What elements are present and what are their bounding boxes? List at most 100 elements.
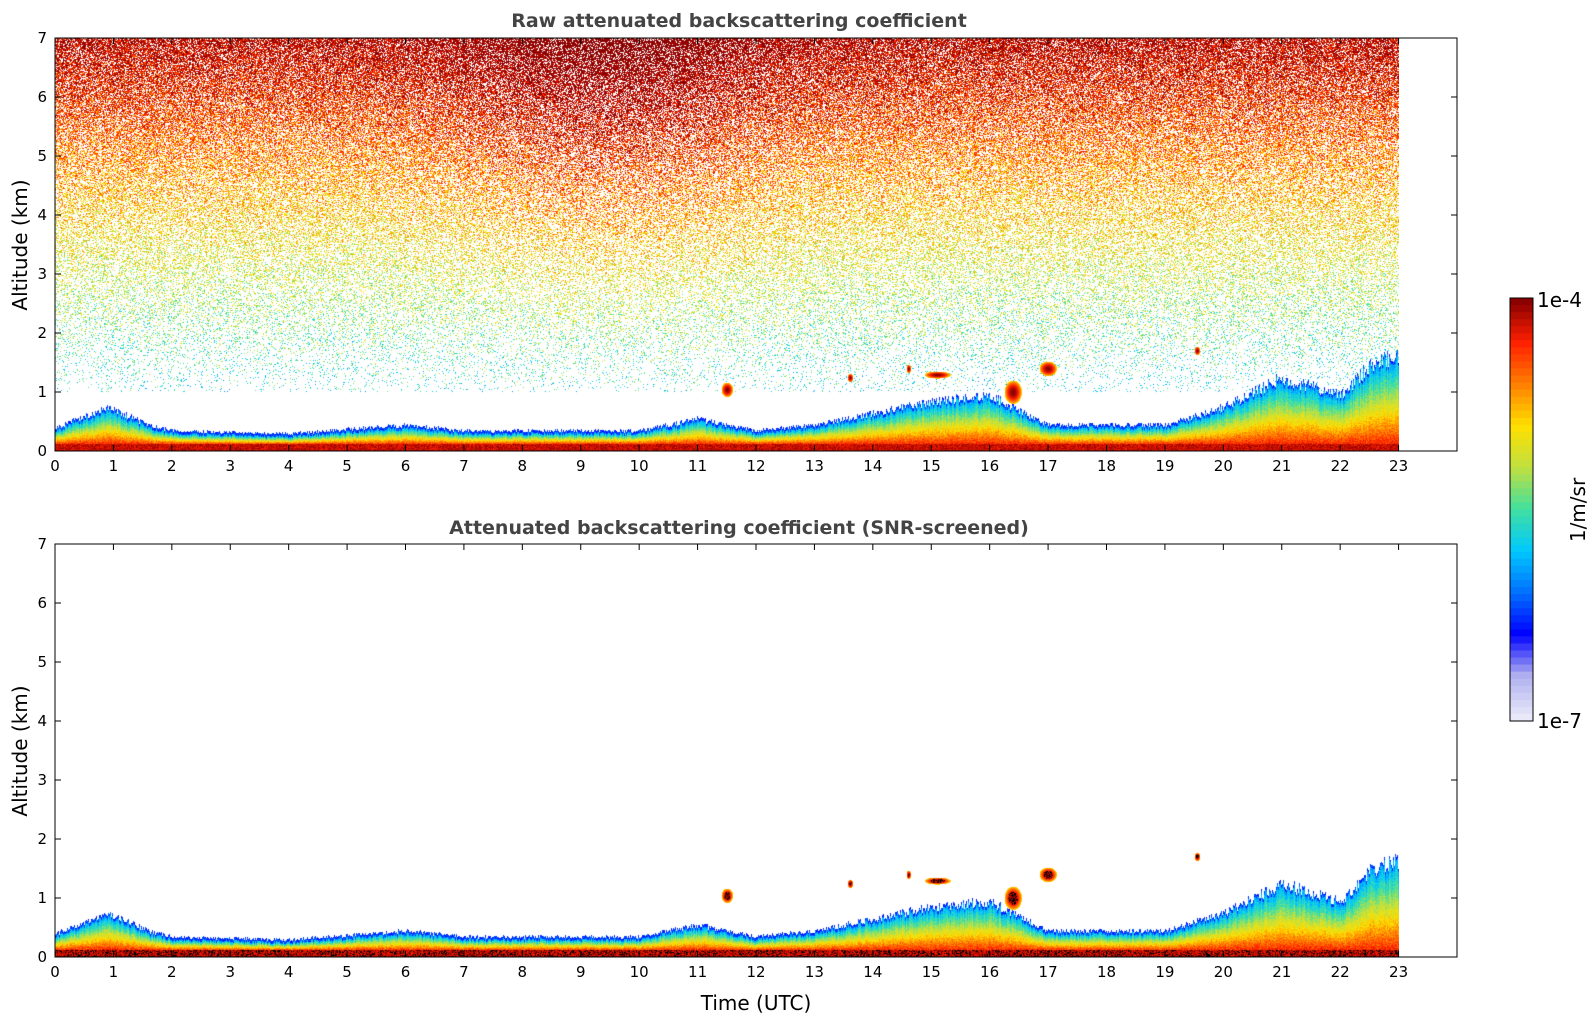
x-tick-label: 23 bbox=[1389, 457, 1408, 475]
x-tick-label: 22 bbox=[1331, 963, 1350, 981]
colorbar-cell bbox=[1510, 474, 1533, 482]
x-tick-label: 22 bbox=[1331, 457, 1350, 475]
x-tick-label: 3 bbox=[225, 963, 235, 981]
x-tick-label: 19 bbox=[1155, 457, 1174, 475]
colorbar-cell bbox=[1510, 396, 1533, 405]
x-axis-label: Time (UTC) bbox=[700, 991, 812, 1015]
x-tick-label: 2 bbox=[167, 457, 177, 475]
y-axis-ticks: 0 1 2 3 4 5 6 7 bbox=[37, 29, 1457, 460]
colorbar-cell bbox=[1510, 446, 1533, 454]
colorbar-cell bbox=[1510, 636, 1533, 645]
colorbar-cell bbox=[1510, 565, 1533, 574]
x-tick-label: 0 bbox=[50, 963, 60, 981]
x-tick-label: 9 bbox=[576, 457, 586, 475]
x-tick-label: 18 bbox=[1097, 457, 1116, 475]
colorbar-cell bbox=[1510, 382, 1533, 391]
colorbar-cell bbox=[1510, 305, 1533, 313]
colorbar-cell bbox=[1510, 544, 1533, 553]
colorbar-cell bbox=[1510, 608, 1533, 616]
colorbar-cell bbox=[1510, 439, 1533, 447]
colorbar-cell bbox=[1510, 298, 1533, 306]
colorbar-cell bbox=[1510, 558, 1533, 567]
x-tick-label: 7 bbox=[459, 963, 469, 981]
x-tick-label: 15 bbox=[922, 963, 941, 981]
colorbar-label: 1/m/sr bbox=[1566, 477, 1590, 542]
colorbar-cell bbox=[1510, 410, 1533, 419]
x-tick-label: 11 bbox=[688, 457, 707, 475]
x-tick-label: 9 bbox=[576, 963, 586, 981]
colorbar-cell bbox=[1510, 375, 1533, 384]
y-tick-label: 4 bbox=[37, 712, 47, 730]
x-tick-label: 6 bbox=[401, 457, 411, 475]
y-tick-label: 1 bbox=[37, 383, 47, 401]
y-tick-label: 7 bbox=[37, 29, 47, 47]
plot-area bbox=[55, 544, 1399, 957]
x-tick-label: 4 bbox=[284, 963, 294, 981]
colorbar-cell bbox=[1510, 368, 1533, 377]
colorbar-cell bbox=[1510, 389, 1533, 398]
y-tick-label: 0 bbox=[37, 948, 47, 966]
colorbar-cell bbox=[1510, 347, 1533, 355]
x-tick-label: 0 bbox=[50, 457, 60, 475]
colorbar-cell bbox=[1510, 312, 1533, 320]
colorbar-cell bbox=[1510, 657, 1533, 666]
colorbar-cell bbox=[1510, 664, 1533, 673]
colorbar-cell bbox=[1510, 678, 1533, 687]
x-tick-label: 8 bbox=[518, 963, 528, 981]
x-tick-label: 3 bbox=[225, 457, 235, 475]
colorbar-cell bbox=[1510, 319, 1533, 327]
colorbar-cell bbox=[1510, 671, 1533, 680]
x-tick-label: 13 bbox=[805, 963, 824, 981]
x-tick-label: 7 bbox=[459, 457, 469, 475]
x-tick-label: 16 bbox=[980, 963, 999, 981]
x-tick-label: 17 bbox=[1039, 963, 1058, 981]
colorbar-cell bbox=[1510, 587, 1533, 595]
colorbar-cell bbox=[1510, 453, 1533, 461]
colorbar-cell bbox=[1510, 601, 1533, 609]
x-tick-label: 23 bbox=[1389, 963, 1408, 981]
y-tick-label: 3 bbox=[37, 265, 47, 283]
y-tick-label: 2 bbox=[37, 324, 47, 342]
x-tick-label: 14 bbox=[863, 963, 882, 981]
colorbar-cell bbox=[1510, 424, 1533, 433]
raw-backscatter-panel: Raw attenuated backscattering coefficien… bbox=[8, 10, 1458, 475]
colorbar: 1e-4 1e-7 1/m/sr bbox=[1509, 288, 1590, 733]
x-tick-label: 20 bbox=[1214, 457, 1233, 475]
y-tick-label: 5 bbox=[37, 147, 47, 165]
x-tick-label: 2 bbox=[167, 963, 177, 981]
colorbar-cell bbox=[1510, 417, 1533, 426]
colorbar-cell bbox=[1510, 523, 1533, 532]
y-tick-label: 1 bbox=[37, 889, 47, 907]
x-axis-ticks: 0 1 2 3 4 5 6 7 8 9 10 11 12 13 14 15 16 17 18 19 20 21 22 23 bbox=[50, 544, 1408, 981]
x-tick-label: 11 bbox=[688, 963, 707, 981]
colorbar-cell bbox=[1510, 361, 1533, 370]
y-tick-label: 4 bbox=[37, 206, 47, 224]
colorbar-cell bbox=[1510, 643, 1533, 652]
colorbar-cell bbox=[1510, 537, 1533, 546]
colorbar-cell bbox=[1510, 481, 1533, 489]
snr-screened-backscatter-panel: Attenuated backscattering coefficient (S… bbox=[8, 517, 1458, 1015]
colorbar-cell bbox=[1510, 580, 1533, 588]
y-tick-label: 5 bbox=[37, 653, 47, 671]
x-tick-label: 1 bbox=[109, 963, 119, 981]
x-tick-label: 20 bbox=[1214, 963, 1233, 981]
backscatter-heatmap bbox=[55, 38, 1399, 451]
x-tick-label: 6 bbox=[401, 963, 411, 981]
y-tick-label: 0 bbox=[37, 442, 47, 460]
colorbar-cell bbox=[1510, 340, 1533, 348]
x-tick-label: 17 bbox=[1039, 457, 1058, 475]
x-tick-label: 10 bbox=[630, 457, 649, 475]
x-tick-label: 12 bbox=[746, 457, 765, 475]
x-axis-ticks: 0 1 2 3 4 5 6 7 8 9 10 11 12 13 14 15 16 17 18 19 20 21 22 23 bbox=[50, 38, 1408, 475]
colorbar-cell bbox=[1510, 460, 1533, 468]
x-tick-label: 13 bbox=[805, 457, 824, 475]
colorbar-min-label: 1e-7 bbox=[1537, 709, 1582, 733]
colorbar-cell bbox=[1510, 509, 1533, 518]
x-tick-label: 1 bbox=[109, 457, 119, 475]
colorbar-cell bbox=[1510, 622, 1533, 630]
x-tick-label: 16 bbox=[980, 457, 999, 475]
y-tick-label: 6 bbox=[37, 88, 47, 106]
x-tick-label: 4 bbox=[284, 457, 294, 475]
colorbar-cell bbox=[1510, 467, 1533, 475]
